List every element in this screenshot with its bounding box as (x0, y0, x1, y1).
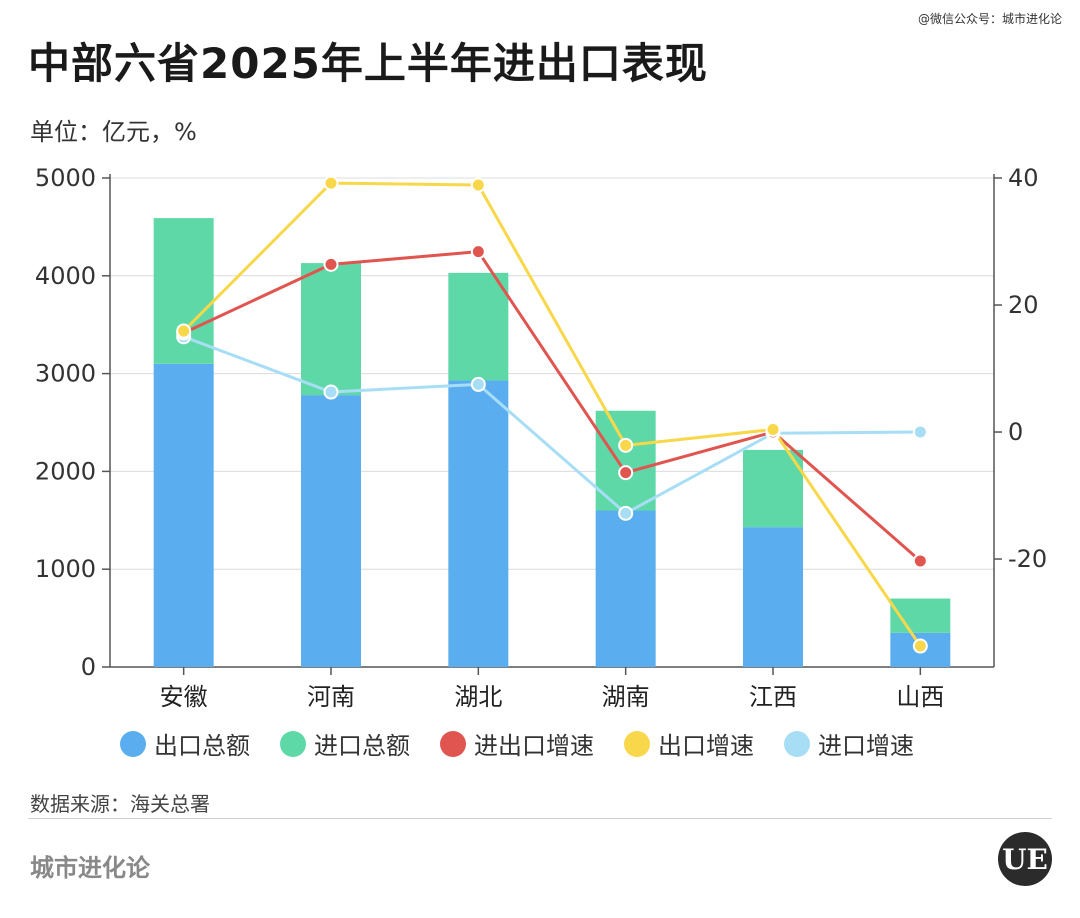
point-export-growth (765, 421, 781, 437)
x-tick-label: 山西 (896, 683, 944, 711)
legend-item: 进口增速 (784, 726, 914, 761)
point-import-growth (323, 384, 339, 400)
bar-export-total (448, 380, 509, 667)
right-tick-label: -20 (1008, 545, 1047, 573)
legend-swatch (784, 730, 810, 757)
legend: 出口总额 进口总额 进出口增速 出口增速 进口增速 (120, 726, 914, 761)
point-trade-growth (323, 256, 339, 272)
legend-swatch (120, 730, 146, 757)
credit-text: @微信公众号：城市进化论 (917, 12, 1062, 26)
x-tick-label: 江西 (749, 683, 797, 711)
bar-import-total (301, 263, 361, 396)
x-tick-label: 河南 (307, 683, 355, 711)
left-tick-label: 3000 (35, 360, 96, 388)
bar-import-total (743, 449, 803, 528)
left-tick-label: 4000 (35, 262, 96, 290)
data-source: 数据来源：海关总署 (30, 792, 210, 816)
divider (28, 818, 1052, 819)
point-export-growth (470, 177, 486, 193)
point-trade-growth (912, 553, 928, 569)
point-export-growth (176, 323, 192, 339)
legend-label: 进出口增速 (474, 732, 594, 760)
legend-item: 出口增速 (624, 726, 754, 761)
bar-import-total (448, 272, 509, 381)
x-tick-label: 湖南 (602, 683, 650, 711)
legend-swatch (440, 730, 466, 757)
bar-export-total (301, 395, 361, 667)
chart-title: 中部六省2025年上半年进出口表现 (28, 39, 708, 88)
right-tick-label: 40 (1008, 164, 1039, 192)
x-tick-label: 安徽 (160, 683, 208, 711)
legend-swatch (280, 730, 306, 757)
bar-export-total (153, 363, 214, 667)
legend-label: 进口增速 (818, 732, 914, 760)
bar-export-total (595, 510, 656, 667)
legend-label: 进口总额 (314, 732, 410, 760)
point-export-growth (323, 175, 339, 191)
point-trade-growth (618, 465, 634, 481)
line-trade-growth (183, 250, 922, 563)
brand-logo: UE (998, 832, 1052, 886)
right-tick-label: 20 (1008, 291, 1039, 319)
legend-item: 出口总额 (120, 726, 250, 761)
legend-swatch (624, 730, 650, 757)
bar-export-total (743, 527, 803, 667)
left-tick-label: 1000 (35, 555, 96, 583)
point-import-growth (618, 505, 634, 521)
point-import-growth (470, 376, 486, 392)
left-tick-label: 5000 (35, 164, 96, 192)
point-trade-growth (470, 244, 486, 260)
point-import-growth (912, 424, 928, 440)
legend-label: 出口总额 (154, 732, 250, 760)
right-tick-label: 0 (1008, 418, 1023, 446)
brand-name: 城市进化论 (30, 854, 150, 882)
left-tick-label: 2000 (35, 457, 96, 485)
legend-item: 进口总额 (280, 726, 410, 761)
left-tick-label: 0 (81, 653, 96, 681)
legend-label: 出口增速 (658, 732, 754, 760)
point-export-growth (912, 638, 928, 654)
x-tick-label: 湖北 (454, 683, 502, 711)
line-import-growth (183, 335, 921, 515)
legend-item: 进出口增速 (440, 726, 594, 761)
unit-label: 单位：亿元，% (30, 118, 197, 146)
line-export-growth (182, 181, 922, 647)
point-export-growth (618, 437, 634, 453)
